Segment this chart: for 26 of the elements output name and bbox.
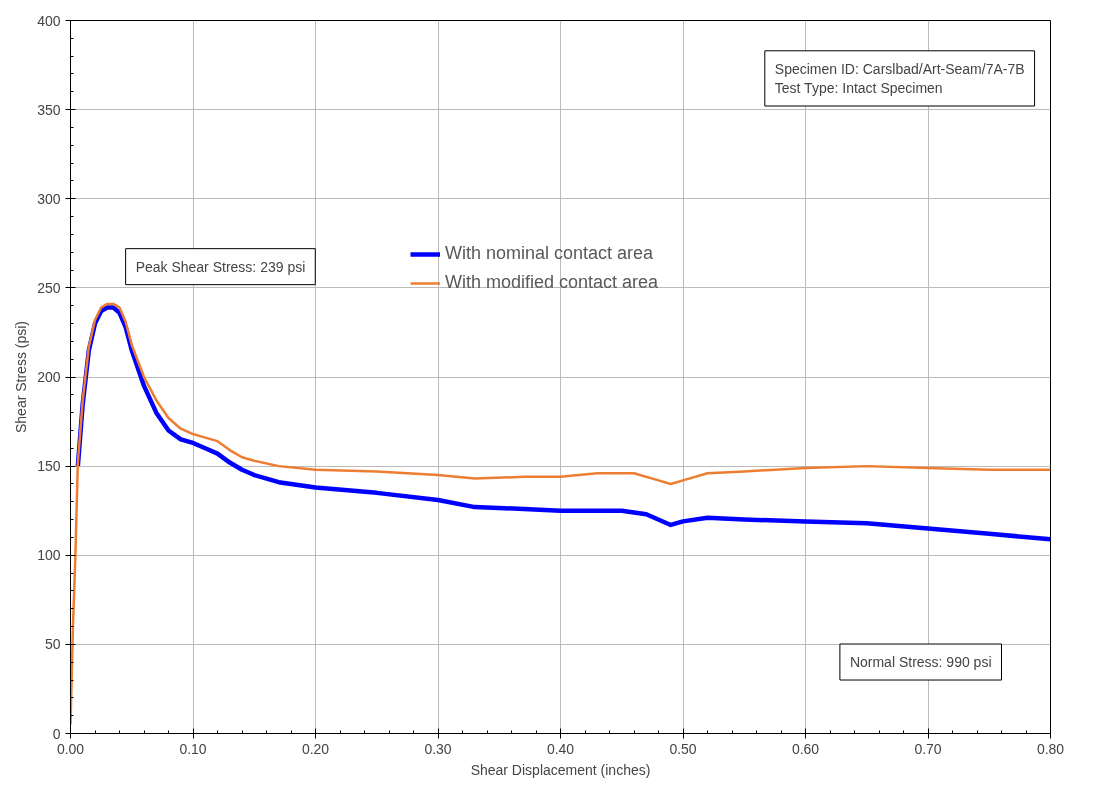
x-tick-label: 0.00	[56, 740, 85, 757]
x-tick-label: 0.30	[424, 740, 452, 757]
y-axis-title: Shear Stress (psi)	[13, 320, 30, 434]
y-tick-label: 300	[37, 190, 61, 207]
legend-label: With modified contact area	[445, 272, 659, 293]
x-tick-label: 0.40	[546, 740, 575, 757]
x-tick-label: 0.50	[669, 740, 697, 757]
y-tick-label: 250	[37, 279, 61, 296]
y-tick-label: 50	[44, 636, 61, 653]
x-tick-label: 0.60	[791, 740, 820, 757]
annotation: Peak Shear Stress: 239 psi	[135, 258, 306, 275]
x-tick-label: 0.10	[179, 740, 207, 757]
x-axis-title: Shear Displacement (inches)	[470, 761, 651, 778]
x-tick-label: 0.80	[1036, 740, 1065, 757]
annotation: Specimen ID: Carslbad/Art-Seam/7A-7B Test Type: Intact Specimen	[774, 60, 1025, 96]
y-tick-label: 150	[37, 458, 61, 475]
y-tick-label: 200	[37, 369, 61, 385]
y-tick-label: 350	[37, 101, 61, 118]
line-series	[70, 302, 1051, 726]
y-tick-label: 400	[37, 12, 61, 29]
annotation: Normal Stress: 990 psi	[849, 654, 992, 671]
x-tick-label: 0.20	[301, 740, 330, 757]
legend-label: With nominal contact area	[445, 243, 654, 264]
y-tick-label: 0	[52, 725, 61, 742]
y-tick-label: 100	[37, 547, 61, 564]
x-tick-label: 0.70	[914, 740, 942, 757]
